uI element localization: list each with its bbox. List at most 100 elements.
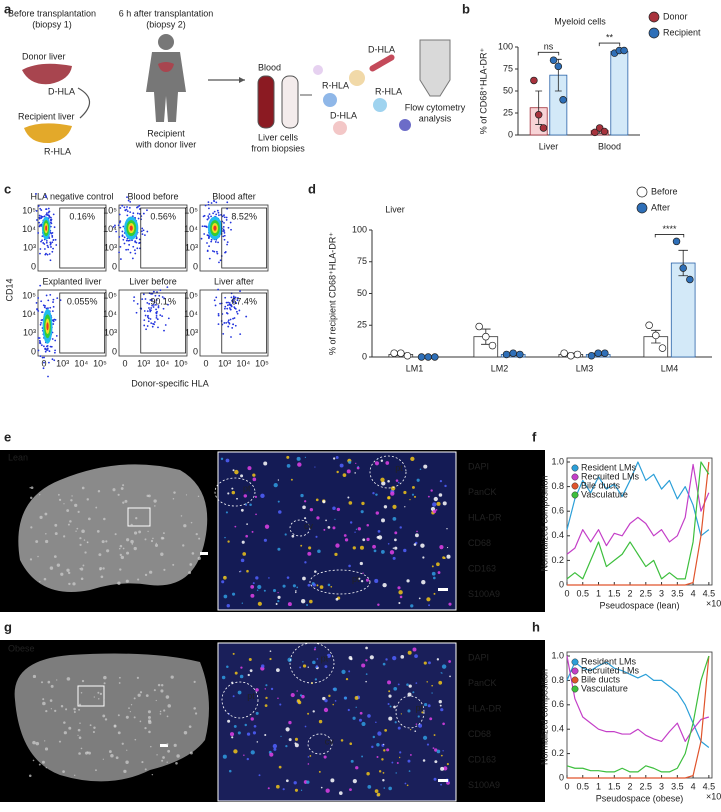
fluorescence-spot (275, 784, 280, 789)
fluorescence-spot (376, 756, 379, 759)
marker-label: HLA-DR (468, 703, 502, 713)
tissue-texture (49, 566, 54, 570)
legend-marker (571, 491, 579, 499)
tissue-texture (110, 753, 114, 758)
axis-multiplier: ×10⁴ (706, 791, 721, 801)
flow-event (225, 216, 228, 219)
fluorescence-spot (396, 761, 399, 764)
fluorescence-spot (264, 688, 266, 690)
line-series (566, 461, 710, 580)
flow-event (39, 355, 42, 358)
tissue-texture (131, 543, 134, 545)
flow-event (223, 216, 226, 219)
x-tick-label: 2 (628, 781, 633, 791)
fluorescence-spot (307, 756, 310, 758)
flow-event (119, 258, 122, 260)
fluorescence-spot (255, 513, 257, 516)
tissue-texture (62, 770, 65, 773)
tissue-texture (121, 742, 124, 745)
line-series (566, 655, 710, 773)
tissue-texture (39, 494, 41, 496)
marker-label: CD163 (468, 754, 496, 764)
fluorescence-spot (323, 755, 327, 759)
tissue-texture (77, 728, 81, 732)
tissue-texture (144, 768, 147, 771)
data-point (475, 322, 483, 331)
fluorescence-spot (365, 680, 367, 683)
fluorescence-spot (307, 583, 311, 587)
flow-event (205, 225, 208, 228)
fluorescence-spot (237, 731, 241, 735)
y-tick-label: 0 (508, 129, 513, 139)
flow-event (232, 317, 234, 320)
tissue-texture (147, 710, 151, 714)
flow-event (128, 239, 131, 242)
fluorescence-spot (398, 590, 403, 595)
y-tick-label: 0 (193, 261, 198, 271)
region-outline (221, 681, 259, 719)
tissue-texture (133, 546, 137, 551)
flow-event (216, 252, 219, 255)
tissue-texture (40, 681, 44, 684)
tissue-texture (173, 743, 177, 747)
tissue-texture (76, 527, 79, 530)
fluorescence-spot (438, 700, 442, 704)
panel-label: f (532, 429, 537, 444)
fluorescence-spot (240, 666, 243, 669)
fluorescence-spot (263, 538, 267, 542)
tissue-texture (44, 512, 48, 516)
tissue-texture (103, 682, 106, 685)
fluorescence-spot (377, 530, 381, 533)
flow-event (133, 249, 136, 252)
flow-event (123, 242, 126, 245)
data-point (502, 350, 511, 359)
scale-bar (160, 744, 168, 747)
fluorescence-spot (278, 765, 282, 769)
flow-event (37, 310, 40, 312)
fluorescence-spot (441, 672, 443, 674)
tissue-obese (14, 653, 209, 782)
tissue-texture (175, 761, 178, 765)
fluorescence-spot (406, 579, 410, 583)
fluorescence-spot (318, 770, 321, 773)
flow-event (42, 242, 45, 244)
flow-event (215, 201, 218, 204)
tissue-texture (79, 568, 81, 570)
y-tick-label: 0 (362, 351, 367, 361)
flow-event (121, 204, 124, 207)
flow-event (231, 300, 234, 303)
x-tick-label: 1.5 (608, 781, 621, 791)
annotation: pt (247, 691, 255, 701)
data-point (686, 275, 694, 284)
flow-event (212, 199, 215, 202)
flow-event (230, 336, 232, 338)
fluorescence-obese (217, 642, 457, 802)
flow-event (48, 237, 51, 239)
flow-event (153, 301, 156, 304)
fluorescence-spot (276, 668, 280, 673)
fluorescence-spot (423, 464, 428, 469)
flow-event (36, 308, 38, 310)
data-point (600, 127, 609, 136)
flow-event (167, 317, 170, 320)
flow-event (208, 207, 210, 210)
flow-event (126, 196, 128, 199)
legend-label: Donor (663, 11, 688, 21)
line-series (567, 655, 710, 779)
fluorescence-spot (404, 506, 406, 508)
data-point (658, 344, 667, 352)
fluorescence-spot (399, 751, 402, 754)
fluorescence-spot (327, 583, 331, 587)
flow-event (132, 212, 135, 215)
tissue-texture (80, 567, 84, 571)
axis-label: Donor-specific HLA (131, 378, 209, 388)
tissue-texture (183, 730, 188, 735)
fluorescence-spot (362, 538, 366, 542)
fluorescence-spot (245, 534, 248, 538)
x-tick-label: 0 (122, 358, 127, 368)
flow-event (215, 213, 218, 216)
data-point (424, 353, 432, 361)
tissue-texture (37, 555, 39, 558)
tissue-texture (166, 743, 169, 746)
flow-event (163, 297, 165, 300)
